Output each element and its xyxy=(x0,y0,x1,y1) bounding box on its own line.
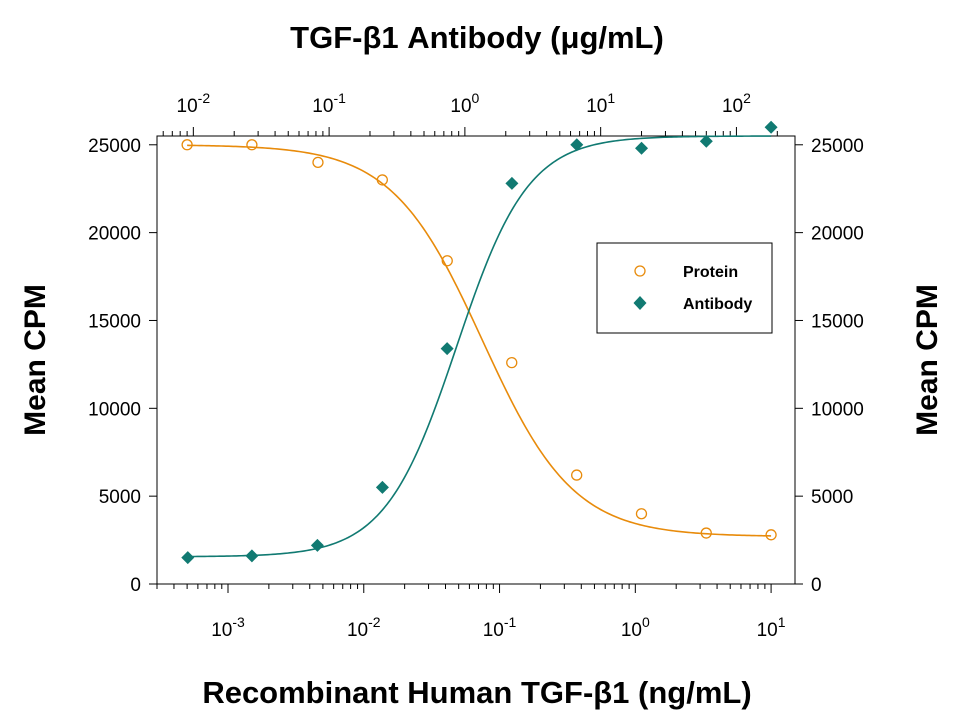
data-point-protein xyxy=(246,139,258,151)
data-point-protein xyxy=(635,508,648,520)
y-tick-label-right: 15000 xyxy=(811,311,864,332)
top-tick-label: 101 xyxy=(586,90,615,117)
top-tick-label: 10-1 xyxy=(312,90,346,117)
top-tick-label: 102 xyxy=(722,90,751,117)
y-tick-label-left: 10000 xyxy=(88,399,141,420)
data-points xyxy=(181,120,778,565)
y-axis-title-left: Mean CPM xyxy=(19,284,52,436)
fit-curves xyxy=(187,135,772,558)
data-point-protein xyxy=(506,356,518,369)
legend-label-antibody: Antibody xyxy=(683,296,752,313)
data-point-protein xyxy=(376,174,388,186)
axis-ticks: 0 5000 10000 15000 20000 25000 0 5000 10000 15000… xyxy=(88,90,864,641)
fit-curve-protein xyxy=(187,144,772,537)
data-point-antibody xyxy=(570,138,584,152)
y-tick-label-right: 5000 xyxy=(811,487,853,508)
fit-curve-antibody xyxy=(187,135,772,558)
data-point-protein xyxy=(765,529,777,541)
y-tick-label-right: 0 xyxy=(811,575,822,596)
y-tick-label-left: 20000 xyxy=(88,224,141,245)
data-point-protein xyxy=(181,139,193,151)
data-point-antibody xyxy=(764,120,778,134)
data-point-antibody xyxy=(181,551,195,565)
data-point-antibody xyxy=(699,134,713,148)
data-point-antibody xyxy=(505,176,519,190)
data-point-protein xyxy=(312,156,324,169)
x-axis-title: Recombinant Human TGF-β1 (ng/mL) xyxy=(202,675,751,710)
data-point-antibody xyxy=(310,538,324,552)
top-tick-label: 10-2 xyxy=(177,90,211,117)
top-axis-title: TGF-β1 Antibody (μg/mL) xyxy=(290,20,664,55)
legend-box xyxy=(596,242,773,334)
data-point-protein xyxy=(571,469,583,481)
legend-label-protein: Protein xyxy=(683,264,738,281)
data-point-antibody xyxy=(375,480,389,494)
y-tick-label-left: 0 xyxy=(130,575,141,596)
data-point-antibody xyxy=(440,342,454,356)
y-tick-label-right: 25000 xyxy=(811,136,864,157)
legend: Protein Antibody xyxy=(596,242,773,334)
legend-marker-antibody xyxy=(633,296,647,310)
x-tick-label: 100 xyxy=(621,614,650,641)
x-tick-label: 10-2 xyxy=(347,614,381,641)
data-point-antibody xyxy=(245,549,259,563)
y-axis-title-right: Mean CPM xyxy=(911,284,944,436)
plot-frame xyxy=(156,135,796,585)
y-tick-label-left: 15000 xyxy=(88,311,141,332)
x-tick-label: 10-1 xyxy=(483,614,517,641)
y-tick-label-left: 5000 xyxy=(99,487,141,508)
data-point-protein xyxy=(700,527,712,539)
y-tick-label-right: 20000 xyxy=(811,224,864,245)
x-tick-label: 101 xyxy=(757,614,786,641)
x-tick-label: 10-3 xyxy=(211,614,245,641)
y-tick-label-left: 25000 xyxy=(88,136,141,157)
data-point-antibody xyxy=(635,141,649,155)
data-point-protein xyxy=(441,255,453,267)
top-tick-label: 100 xyxy=(450,90,479,117)
legend-marker-protein xyxy=(634,265,646,277)
y-tick-label-right: 10000 xyxy=(811,399,864,420)
